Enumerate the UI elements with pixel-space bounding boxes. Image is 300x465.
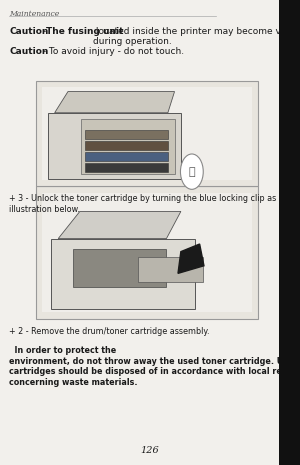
Text: ✋: ✋ <box>188 166 195 177</box>
Text: The fusing unit: The fusing unit <box>46 27 124 36</box>
Text: 126: 126 <box>141 446 159 455</box>
Circle shape <box>181 154 203 189</box>
Text: located inside the printer may become very hot
during operation.: located inside the printer may become ve… <box>93 27 300 46</box>
FancyBboxPatch shape <box>85 130 168 139</box>
FancyBboxPatch shape <box>279 0 300 465</box>
Polygon shape <box>138 257 203 282</box>
FancyBboxPatch shape <box>73 249 166 287</box>
FancyBboxPatch shape <box>42 193 252 312</box>
Text: - To avoid injury - do not touch.: - To avoid injury - do not touch. <box>40 47 184 56</box>
FancyBboxPatch shape <box>85 163 168 172</box>
Text: In order to protect the
environment, do not throw away the used toner cartridge.: In order to protect the environment, do … <box>9 346 300 386</box>
FancyBboxPatch shape <box>51 239 195 309</box>
Text: Maintenance: Maintenance <box>9 10 59 18</box>
FancyBboxPatch shape <box>85 141 168 150</box>
FancyBboxPatch shape <box>36 186 258 319</box>
FancyBboxPatch shape <box>42 87 252 180</box>
Text: + 3 - Unlock the toner cartridge by turning the blue locking clip as shown in th: + 3 - Unlock the toner cartridge by turn… <box>9 194 300 214</box>
FancyBboxPatch shape <box>48 113 181 179</box>
Polygon shape <box>58 212 181 239</box>
FancyBboxPatch shape <box>81 119 175 174</box>
Text: Caution: Caution <box>9 47 48 56</box>
Polygon shape <box>178 244 204 273</box>
Text: Caution: Caution <box>9 27 48 36</box>
FancyBboxPatch shape <box>85 153 168 160</box>
FancyBboxPatch shape <box>36 81 258 186</box>
Polygon shape <box>55 92 175 113</box>
Text: + 2 - Remove the drum/toner cartridge assembly.: + 2 - Remove the drum/toner cartridge as… <box>9 327 209 336</box>
Text: -: - <box>40 27 50 36</box>
